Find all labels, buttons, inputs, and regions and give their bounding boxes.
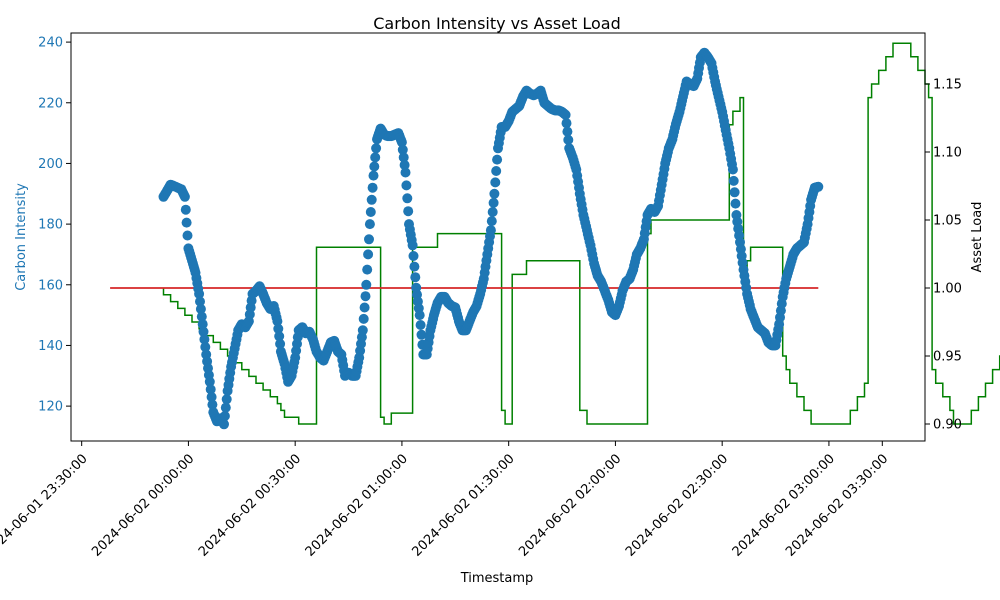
carbon-point <box>487 207 498 217</box>
carbon-point <box>206 392 217 402</box>
y-right-tick-label: 1.10 <box>933 146 962 161</box>
carbon-point <box>401 180 412 191</box>
carbon-point <box>207 399 218 410</box>
carbon-point <box>729 187 740 198</box>
carbon-point <box>370 152 381 163</box>
y-right-tick-label: 0.95 <box>933 350 962 365</box>
carbon-point <box>402 193 413 204</box>
series-layer <box>110 42 1000 430</box>
carbon-point <box>489 188 500 199</box>
carbon-point <box>410 272 421 283</box>
carbon-point <box>398 152 409 163</box>
y-left-tick-label: 200 <box>38 157 63 172</box>
carbon-point <box>358 313 369 324</box>
carbon-point <box>408 251 419 261</box>
y-left-tick-label: 220 <box>38 96 63 111</box>
carbon-point <box>195 296 205 307</box>
carbon-point <box>194 288 205 299</box>
carbon-point <box>219 411 230 421</box>
carbon-point <box>181 217 192 228</box>
y-left-tick-label: 140 <box>38 339 63 354</box>
carbon-point <box>275 338 286 349</box>
x-axis-title: Timestamp <box>460 571 534 586</box>
carbon-point <box>364 234 374 245</box>
carbon-point <box>415 320 426 330</box>
carbon-point <box>403 206 414 217</box>
y-axis-right: 0.90 0.95 1.00 1.05 1.10 1.15 <box>925 78 962 433</box>
carbon-point <box>359 302 370 313</box>
carbon-point <box>486 216 497 227</box>
y-right-tick-label: 0.90 <box>933 418 962 433</box>
carbon-point <box>204 376 215 387</box>
carbon-point <box>728 175 739 186</box>
carbon-point <box>561 118 572 129</box>
y-axis-left: 120 140 160 180 200 220 240 <box>38 36 71 415</box>
carbon-point <box>396 137 407 148</box>
carbon-point <box>357 325 368 336</box>
carbon-point <box>366 194 377 205</box>
y-left-tick-label: 160 <box>38 278 63 293</box>
carbon-point <box>365 207 376 217</box>
carbon-point <box>399 160 410 170</box>
carbon-point <box>369 161 380 172</box>
y-left-tick-label: 240 <box>38 36 63 51</box>
carbon-point <box>368 170 379 181</box>
carbon-point <box>560 109 571 120</box>
carbon-point <box>195 304 206 314</box>
carbon-point <box>562 126 573 137</box>
carbon-point <box>182 230 193 241</box>
y-left-tick-label: 120 <box>38 400 63 415</box>
carbon-point <box>730 198 741 209</box>
series-asset-load-line <box>162 42 1000 425</box>
y-axis-left-title: Carbon Intensity <box>14 183 29 291</box>
plot-frame <box>70 32 926 442</box>
carbon-point <box>205 384 216 395</box>
carbon-point <box>371 143 382 154</box>
carbon-point <box>197 319 208 330</box>
carbon-point <box>361 279 372 290</box>
y-right-tick-label: 1.05 <box>933 214 962 229</box>
series-carbon-intensity <box>158 47 824 430</box>
y-right-tick-label: 1.00 <box>933 282 962 297</box>
carbon-point <box>563 134 574 145</box>
carbon-point <box>485 225 496 236</box>
carbon-point <box>490 177 501 188</box>
carbon-point <box>409 261 420 272</box>
carbon-point <box>272 316 283 327</box>
carbon-point <box>813 181 824 192</box>
carbon-point <box>414 310 425 321</box>
carbon-point <box>180 204 191 215</box>
carbon-point <box>727 164 738 175</box>
carbon-point <box>362 264 373 275</box>
carbon-point <box>407 240 418 251</box>
carbon-point <box>220 402 231 413</box>
carbon-point <box>221 394 232 405</box>
y-left-tick-label: 180 <box>38 218 63 233</box>
carbon-point <box>273 323 284 334</box>
carbon-point <box>363 249 374 260</box>
carbon-point <box>199 334 210 345</box>
carbon-point <box>219 419 229 430</box>
carbon-point <box>274 331 285 342</box>
carbon-point <box>488 197 499 208</box>
carbon-point <box>198 326 209 337</box>
y-right-tick-label: 1.15 <box>933 78 962 93</box>
carbon-point <box>200 342 211 352</box>
carbon-point <box>492 154 503 165</box>
carbon-point <box>367 182 378 193</box>
carbon-point <box>179 191 190 202</box>
carbon-point <box>196 311 207 322</box>
carbon-point <box>360 291 371 302</box>
y-axis-right-title: Asset Load <box>970 202 985 273</box>
carbon-point <box>397 144 408 155</box>
carbon-point <box>416 329 427 340</box>
carbon-point <box>364 219 375 230</box>
chart-title: Carbon Intensity vs Asset Load <box>373 14 621 33</box>
carbon-point <box>491 166 502 176</box>
carbon-point <box>400 167 411 178</box>
